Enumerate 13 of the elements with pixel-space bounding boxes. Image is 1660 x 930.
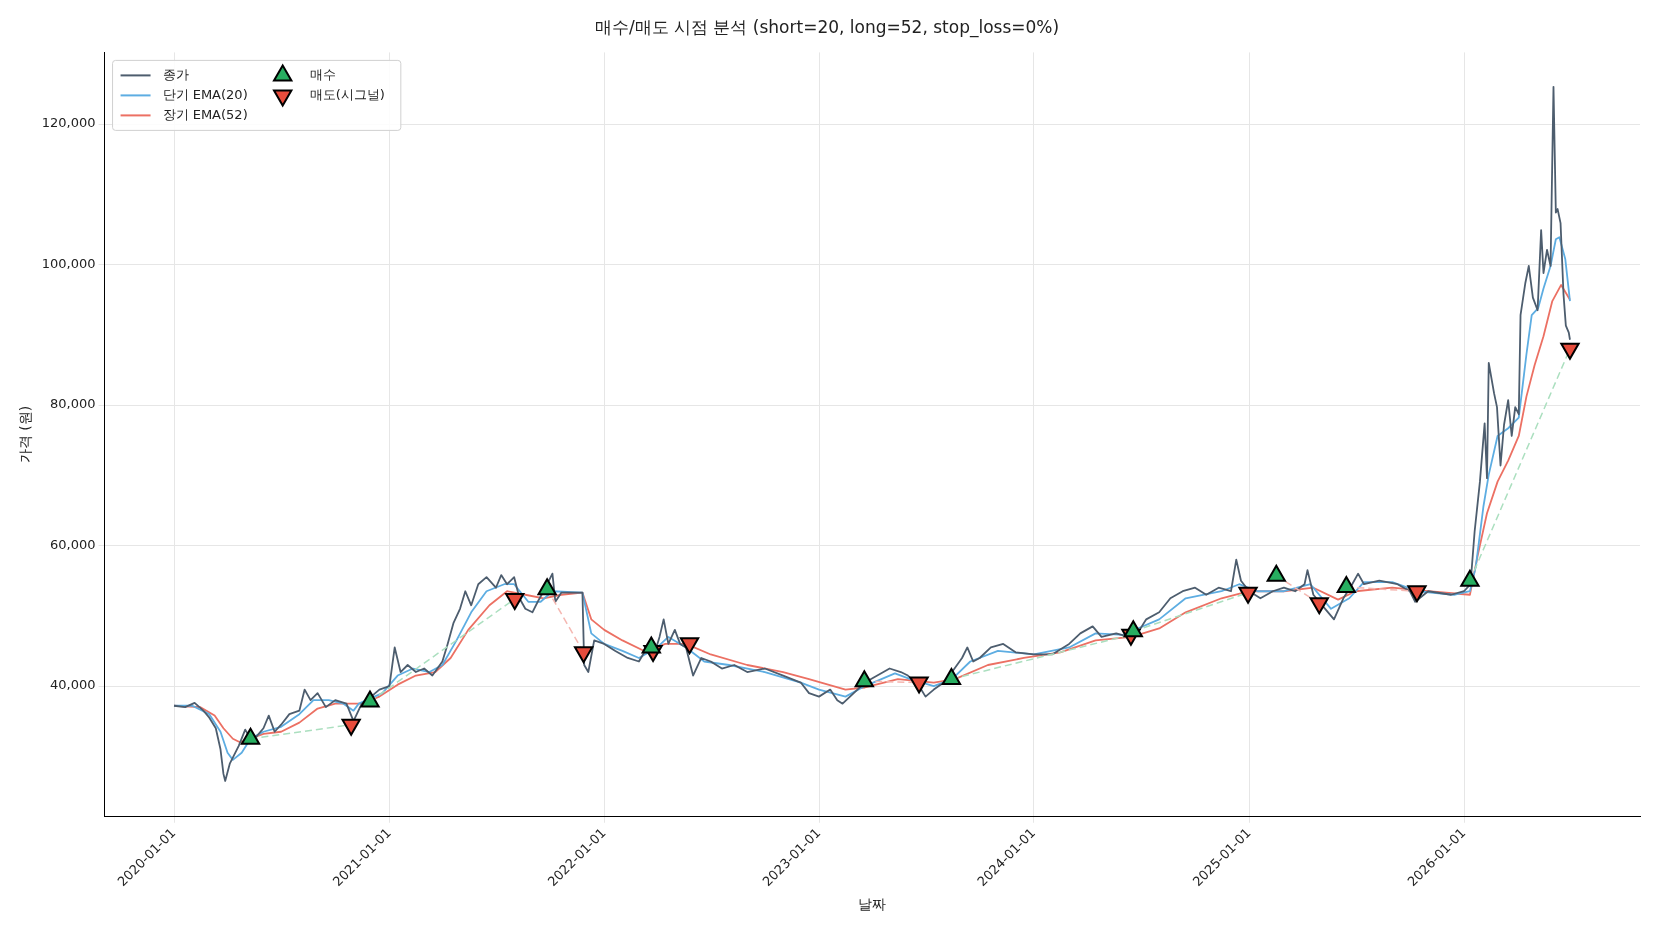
legend-label: 매수: [309, 66, 336, 82]
y-tick-label: 100,000: [41, 255, 96, 271]
y-tick-label: 120,000: [41, 115, 96, 131]
chart-title: 매수/매도 시점 분석 (short=20, long=52, stop_loss=0%): [594, 16, 1060, 38]
y-axis-title: 가격 (원): [17, 405, 34, 464]
y-tick-label: 80,000: [50, 396, 96, 412]
y-tick-label: 40,000: [50, 677, 96, 693]
x-axis-title: 날짜: [858, 896, 887, 913]
legend-label: 매도(시그널): [309, 86, 385, 102]
legend-label: 장기 EMA(52): [162, 106, 248, 122]
y-tick-label: 60,000: [50, 536, 96, 552]
legend-label: 단기 EMA(20): [162, 86, 248, 102]
legend-label: 종가: [162, 66, 189, 82]
